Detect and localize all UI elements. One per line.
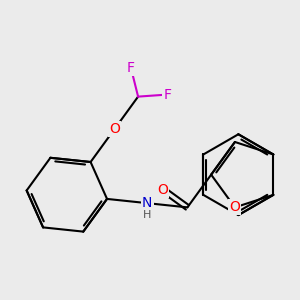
Text: H: H (143, 211, 152, 220)
Text: F: F (163, 88, 171, 102)
Text: F: F (127, 61, 135, 75)
Text: O: O (109, 122, 120, 136)
Text: N: N (142, 196, 152, 210)
Text: O: O (158, 183, 168, 196)
Text: O: O (230, 200, 240, 214)
